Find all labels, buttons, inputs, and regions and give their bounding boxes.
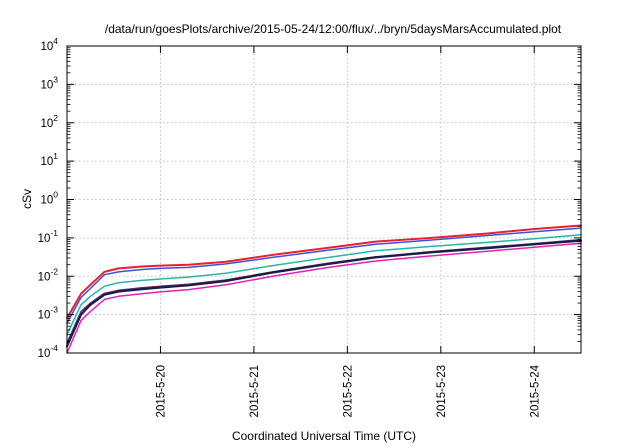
- series-line: [66, 234, 582, 336]
- series-line: [66, 242, 582, 354]
- x-tick-label: 2015-5-21: [249, 365, 261, 417]
- x-tick-label: 2015-5-23: [436, 365, 448, 417]
- y-tick-label: 10-1: [38, 228, 59, 245]
- x-axis-label: Coordinated Universal Time (UTC): [232, 429, 416, 443]
- x-tick-label: 2015-5-24: [529, 364, 541, 417]
- y-tick-label: 10-3: [38, 305, 59, 322]
- y-axis-label: cSv: [20, 189, 34, 209]
- y-tick-labels: 10-4 10-3 10-2 10-1 100 101 102 103 104: [38, 36, 59, 360]
- y-tick-label: 101: [40, 151, 58, 168]
- x-tick-label: 2015-5-20: [155, 365, 167, 417]
- y-tick-label: 103: [40, 74, 58, 91]
- y-tick-label: 10-2: [38, 266, 59, 283]
- series-line: [66, 238, 582, 344]
- chart-title: /data/run/goesPlots/archive/2015-05-24/1…: [105, 22, 562, 36]
- series-line: [65, 239, 583, 348]
- y-tick-label: 10-4: [38, 343, 59, 360]
- x-tick-label: 2015-5-22: [342, 365, 354, 417]
- y-tick-label: 102: [40, 113, 58, 130]
- grid: [67, 46, 581, 353]
- series-line: [66, 224, 582, 320]
- series-group: [65, 224, 583, 354]
- y-tick-label: 104: [40, 36, 58, 53]
- series-line: [66, 227, 582, 324]
- ticks: [67, 45, 581, 354]
- y-tick-label: 100: [40, 190, 58, 207]
- x-tick-labels: 2015-5-20 2015-5-21 2015-5-22 2015-5-23 2015…: [155, 364, 541, 417]
